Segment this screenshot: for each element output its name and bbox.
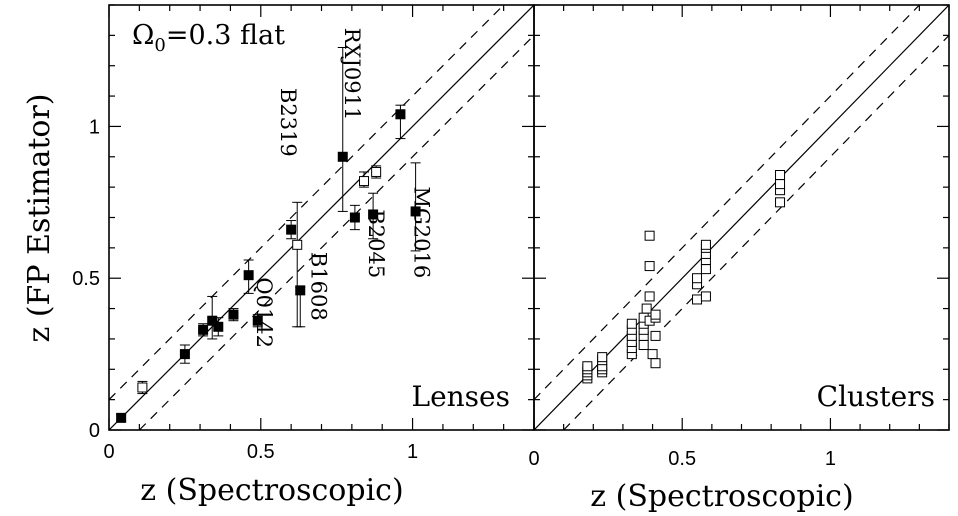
open-square-point [650, 358, 661, 369]
object-label: B2045 [364, 209, 388, 278]
filled-square-point [368, 209, 379, 220]
open-square-point [359, 176, 369, 187]
open-square-point [626, 318, 637, 329]
lower-dashed-line [563, 34, 949, 430]
object-label: RXJ0911 [340, 28, 364, 121]
clusters-x-axis-title: z (Spectroscopic) [590, 479, 853, 514]
lenses-plot-area [109, 5, 534, 430]
x-tick-label: 1 [825, 448, 836, 470]
open-square-point [692, 273, 703, 284]
clusters-panel-label: Clusters [817, 380, 935, 413]
filled-square-point [286, 224, 297, 235]
x-tick-label: 0.5 [668, 448, 696, 470]
object-label: Q0142 [252, 277, 276, 348]
open-square-point [644, 230, 655, 241]
open-square-point [371, 166, 382, 177]
open-square-point [650, 330, 661, 341]
filled-square-point [349, 212, 360, 223]
open-square-point [597, 352, 608, 363]
object-label: B1608 [306, 252, 330, 321]
filled-square-point [198, 324, 209, 335]
y-tick-label: 1 [89, 116, 100, 138]
open-square-point [292, 239, 303, 250]
omega-subscript: 0 [154, 35, 165, 56]
one-to-one-line [534, 5, 949, 430]
lenses-x-axis-title: z (Spectroscopic) [140, 473, 403, 508]
open-square-point [700, 239, 711, 250]
lower-dashed-line [138, 34, 534, 430]
lenses-y-axis-title: z (FP Estimator) [22, 93, 57, 342]
upper-dashed-line [109, 5, 505, 401]
open-square-point [775, 179, 786, 190]
open-square-point [692, 294, 703, 305]
x-tick-label: 0.5 [247, 441, 275, 463]
omega-annotation: Ω0=0.3 flat [132, 20, 285, 56]
clusters-ticks: 0 0.5 1 [528, 4, 950, 470]
x-tick-label: 0 [528, 448, 539, 470]
filled-square-point [207, 315, 218, 326]
open-square-point [582, 361, 593, 372]
open-square-point [644, 291, 655, 302]
open-square-point [641, 303, 652, 314]
filled-square-point [252, 315, 263, 326]
object-label: MG2016 [410, 186, 434, 278]
open-square-point [700, 291, 711, 302]
open-square-point [775, 197, 786, 208]
filled-square-point [179, 349, 190, 360]
filled-square-point [295, 285, 306, 296]
lenses-panel-label: Lenses [411, 380, 510, 413]
open-square-point [638, 340, 649, 350]
lenses-panel: 0 0.5 1 0 0.5 1 z (Spectroscopic) z (FP Estim… [22, 4, 535, 508]
open-square-point [647, 349, 658, 360]
clusters-panel: 0 0.5 1 z (Spectroscopic) Clusters [528, 4, 950, 514]
omega-value-text: =0.3 flat [166, 20, 285, 51]
upper-dashed-line [534, 5, 921, 401]
clusters-plot-area [534, 5, 949, 430]
one-to-one-line [109, 5, 534, 430]
filled-square-point [395, 109, 406, 120]
open-square-point [700, 264, 711, 275]
x-tick-label: 0 [103, 441, 114, 463]
filled-square-point [116, 412, 127, 423]
open-square-point [644, 261, 655, 272]
filled-square-point [228, 309, 239, 320]
x-tick-label: 1 [407, 441, 418, 463]
filled-square-point [243, 270, 254, 281]
lenses-ticks: 0 0.5 1 0 0.5 1 [72, 4, 535, 463]
y-tick-label: 0 [89, 420, 100, 442]
omega-symbol: Ω [132, 20, 154, 51]
filled-square-point [213, 321, 224, 332]
open-square-point [137, 382, 148, 393]
object-label: B2319 [276, 88, 300, 157]
open-square-point [775, 170, 786, 180]
y-tick-label: 0.5 [72, 268, 100, 290]
filled-square-point [410, 206, 421, 217]
open-square-point [650, 309, 661, 320]
filled-square-point [337, 151, 348, 162]
